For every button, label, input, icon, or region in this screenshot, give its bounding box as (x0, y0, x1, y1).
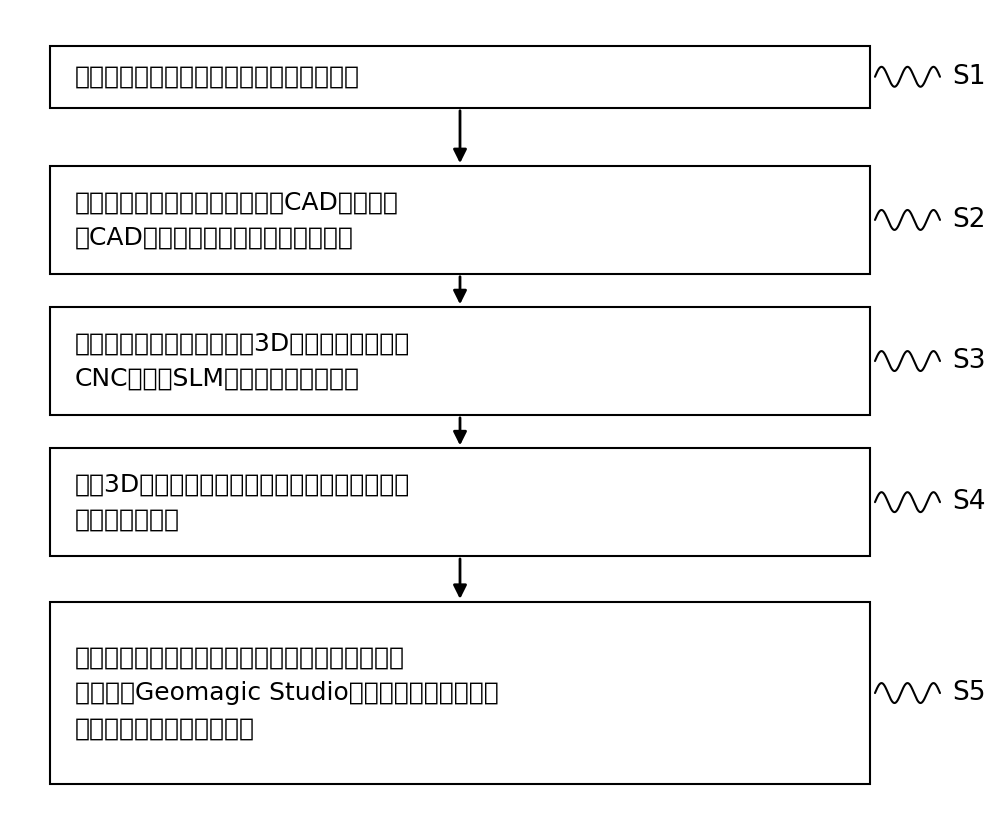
FancyBboxPatch shape (50, 166, 870, 274)
FancyBboxPatch shape (50, 602, 870, 784)
Text: S2: S2 (952, 207, 986, 233)
Text: 将修复体组织面数据、牙预备体数据和修复体设计
数据导入Geomagic Studio软件进行拟合配准，计
算得到牙修复体适合性偏差: 将修复体组织面数据、牙预备体数据和修复体设计 数据导入Geomagic Stud… (75, 646, 499, 740)
Text: S1: S1 (952, 64, 986, 90)
Text: S3: S3 (952, 348, 986, 374)
FancyBboxPatch shape (50, 448, 870, 556)
Text: S4: S4 (952, 489, 986, 515)
Text: 模拟口腔临床构建不同形态的牙预备体数据: 模拟口腔临床构建不同形态的牙预备体数据 (75, 65, 360, 89)
Text: 使用3D扫描仪将最终修复体组织面扫描，得到修
复体组织面数据: 使用3D扫描仪将最终修复体组织面扫描，得到修 复体组织面数据 (75, 472, 410, 532)
FancyBboxPatch shape (50, 307, 870, 415)
Text: 根据修复体设计数据，通过3D打印蜡型后铸造、
CNC铣削或SLM技术得到最终修复体: 根据修复体设计数据，通过3D打印蜡型后铸造、 CNC铣削或SLM技术得到最终修复… (75, 331, 410, 391)
Text: S5: S5 (952, 680, 986, 706)
FancyBboxPatch shape (50, 46, 870, 108)
Text: 将不同形态的牙预备体数据导入CAD系统，并
在CAD系统中设计得到修复体设计数据: 将不同形态的牙预备体数据导入CAD系统，并 在CAD系统中设计得到修复体设计数据 (75, 190, 399, 250)
